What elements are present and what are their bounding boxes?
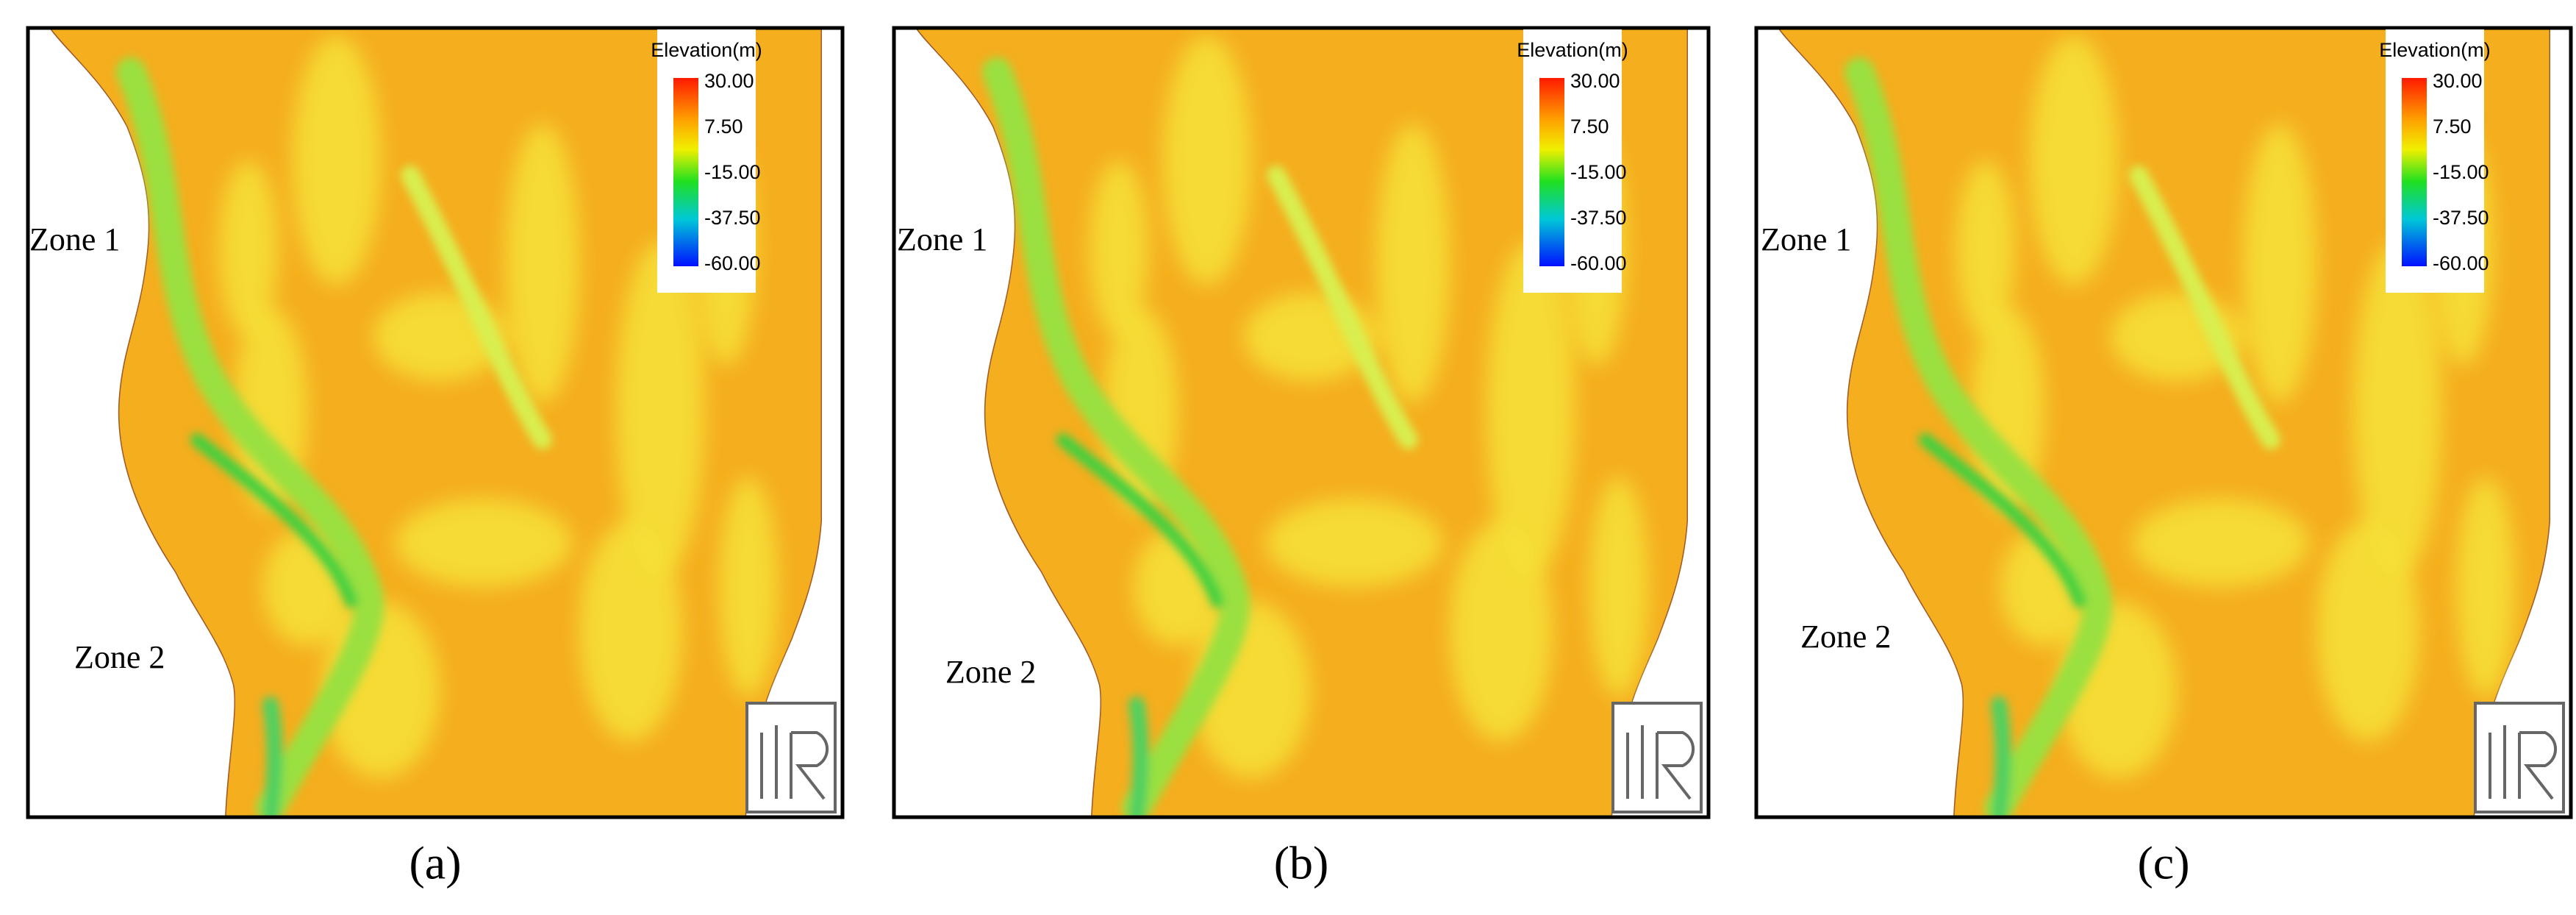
legend-tick-label: 7.50 [704,115,743,138]
legend-tick-label: 30.00 [2433,70,2483,92]
channel [1845,57,2112,817]
legend: Elevation(m) 30.00 7.50 -15.00 -37.50 -60.00 [1517,29,1628,293]
river-bed [1778,28,2550,817]
channel [1128,697,1149,817]
shoal [1486,241,1575,580]
legend-tick-label: 30.00 [1570,70,1620,92]
panel-frame [26,26,845,819]
panel-frame [892,26,1711,819]
logo [2474,702,2565,813]
legend-tick-label: -15.00 [704,161,761,183]
legend-title: Elevation(m) [1517,39,1628,61]
channels [982,57,1418,817]
colorbar [2402,78,2427,266]
legend: Elevation(m) 30.00 7.50 -15.00 -37.50 -60.00 [2379,29,2491,293]
zone-label: Zone 2 [74,639,165,675]
legend-tick-label: -15.00 [2433,161,2489,183]
shoals [219,35,778,778]
shoal [1589,477,1648,697]
channel [982,57,1250,817]
legend-tick-label: -60.00 [2433,252,2489,274]
shoal [1376,124,1450,403]
colorbar [673,78,698,266]
shoal [579,521,682,741]
shoal [506,124,579,403]
map-panel: Elevation(m) 30.00 7.50 -15.00 -37.50 -60.00 Z… [892,26,1711,819]
map-panel: Elevation(m) 30.00 7.50 -15.00 -37.50 -60.00 Z… [26,26,845,819]
shoal [293,35,381,285]
shoal [1450,521,1553,741]
legend-tick-label: -15.00 [1570,161,1627,183]
logo [745,702,837,813]
shoal [396,499,572,587]
shoal [1163,35,1251,285]
channel [2129,165,2280,449]
legend-tick-label: -37.50 [1570,207,1627,229]
colorbar [1539,78,1564,266]
channel [1267,165,1418,449]
shoal [219,160,278,337]
logo-mark [760,725,829,800]
channel [1919,433,2086,608]
legend-tick-label: -60.00 [704,252,761,274]
shoal [2456,477,2515,697]
legend-tick-label: -37.50 [704,207,761,229]
shoal [2133,499,2309,587]
shoals [1956,35,2515,778]
legend-tick-label: 7.50 [2433,115,2472,138]
legend-tick-label: 30.00 [704,70,754,92]
panel-caption: (c) [2137,837,2189,889]
panel-caption: (b) [1274,837,1329,889]
legend-title: Elevation(m) [2379,39,2491,61]
zone-label: Zone 1 [29,221,120,257]
panel-frame [1754,26,2573,819]
shoal [2030,35,2118,285]
legend-tick-label: -60.00 [1570,252,1627,274]
map-panel: Elevation(m) 30.00 7.50 -15.00 -37.50 -60.00 Z… [1754,26,2573,819]
zone-label: Zone 2 [945,654,1036,690]
legend: Elevation(m) 30.00 7.50 -15.00 -37.50 -60.00 [651,29,762,293]
zone-label: Zone 2 [1800,619,1891,655]
channel [190,433,358,608]
legend-tick-label: -37.50 [2433,207,2489,229]
channel [1056,433,1224,608]
logo [1611,702,1703,813]
shoal [2316,521,2419,741]
shoal [1266,499,1442,587]
legend-tick-label: 7.50 [1570,115,1609,138]
river-bed [915,28,1688,817]
zone-label: Zone 1 [1761,221,1851,257]
channel [1991,697,2011,817]
zone-label: Zone 1 [897,221,987,257]
shoal [1956,160,2015,337]
channel [262,697,283,817]
legend-title: Elevation(m) [651,39,762,61]
panel-caption: (a) [409,837,461,889]
channel [116,57,384,817]
shoal [1090,160,1148,337]
river-bed [49,28,822,817]
channel [401,165,552,449]
shoal [616,241,704,580]
shoal [2243,124,2316,403]
shoal [719,477,778,697]
logo-mark [1626,725,1695,800]
channels [116,57,552,817]
shoal [2353,241,2441,580]
logo-mark [2489,725,2558,800]
